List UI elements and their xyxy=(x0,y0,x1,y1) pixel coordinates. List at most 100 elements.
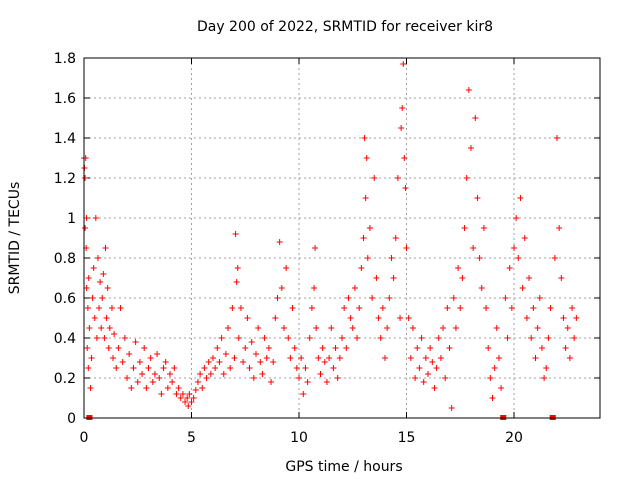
data-point xyxy=(93,335,100,341)
y-tick-label: 1.4 xyxy=(54,131,76,147)
data-point xyxy=(478,285,485,291)
data-point xyxy=(300,391,307,397)
data-point xyxy=(199,385,206,391)
data-point xyxy=(85,275,92,281)
data-point xyxy=(420,379,427,385)
data-point xyxy=(323,379,330,385)
data-point xyxy=(483,305,490,311)
data-point xyxy=(536,295,543,301)
data-point xyxy=(547,305,554,311)
data-point xyxy=(573,315,580,321)
data-point xyxy=(412,375,419,381)
data-point xyxy=(237,305,244,311)
x-tick-label: 20 xyxy=(505,430,523,446)
data-point xyxy=(97,279,104,285)
data-point xyxy=(362,195,369,201)
data-point xyxy=(98,325,105,331)
y-tick-label: 0 xyxy=(67,411,76,427)
y-tick-label: 0.6 xyxy=(54,291,76,307)
data-point xyxy=(141,345,148,351)
data-point xyxy=(179,391,186,397)
data-point xyxy=(205,359,212,365)
data-point xyxy=(143,385,150,391)
data-point xyxy=(265,345,272,351)
y-tick-label: 1.2 xyxy=(54,171,76,187)
data-point xyxy=(259,371,266,377)
data-point xyxy=(101,335,108,341)
data-point xyxy=(261,335,268,341)
data-point xyxy=(379,305,386,311)
data-point xyxy=(495,355,502,361)
data-point xyxy=(186,391,193,397)
data-point xyxy=(145,365,152,371)
data-point xyxy=(287,355,294,361)
data-point xyxy=(190,395,197,401)
data-point xyxy=(349,325,356,331)
data-point xyxy=(330,365,337,371)
data-point xyxy=(192,387,199,393)
data-point xyxy=(126,351,133,357)
data-point xyxy=(560,315,567,321)
data-point xyxy=(457,305,464,311)
data-point xyxy=(203,375,210,381)
plot-frame xyxy=(83,57,601,419)
data-point xyxy=(341,305,348,311)
data-point xyxy=(225,325,232,331)
data-point xyxy=(427,345,434,351)
data-point xyxy=(169,379,176,385)
data-point xyxy=(498,385,505,391)
data-point xyxy=(397,315,404,321)
data-point xyxy=(121,335,128,341)
data-point xyxy=(289,305,296,311)
data-point xyxy=(229,305,236,311)
data-point xyxy=(390,275,397,281)
data-point xyxy=(274,295,281,301)
data-point xyxy=(398,125,405,131)
data-point xyxy=(115,345,122,351)
data-point xyxy=(369,295,376,301)
data-point xyxy=(319,345,326,351)
data-point xyxy=(422,355,429,361)
y-axis-tick-labels: 0 0.2 0.4 0.6 0.8 1 1.2 1.4 1.6 1.8 xyxy=(54,51,76,427)
data-point xyxy=(164,385,171,391)
data-point xyxy=(429,359,436,365)
data-point xyxy=(538,345,545,351)
data-point xyxy=(465,87,472,93)
data-point xyxy=(162,359,169,365)
data-point xyxy=(296,375,302,381)
data-point xyxy=(491,365,498,371)
data-point xyxy=(111,331,118,337)
data-point xyxy=(493,325,500,331)
data-point xyxy=(400,61,407,67)
data-point xyxy=(232,231,239,237)
data-point xyxy=(569,305,576,311)
data-point xyxy=(257,359,264,365)
data-point xyxy=(541,375,548,381)
data-point xyxy=(414,345,421,351)
data-point xyxy=(158,391,165,397)
data-point xyxy=(388,255,395,261)
data-point xyxy=(328,325,335,331)
data-point xyxy=(82,225,89,231)
data-point xyxy=(92,215,99,221)
data-point xyxy=(446,345,453,351)
data-point xyxy=(450,295,457,301)
data-point xyxy=(194,379,201,385)
data-point xyxy=(407,355,414,361)
data-point xyxy=(220,371,227,377)
data-point xyxy=(321,359,328,365)
data-point xyxy=(339,335,345,341)
data-point xyxy=(184,395,191,401)
data-point xyxy=(562,345,569,351)
data-point xyxy=(317,371,324,377)
data-point xyxy=(100,271,107,277)
data-point xyxy=(444,305,451,311)
data-point xyxy=(197,371,204,377)
data-point xyxy=(89,295,96,301)
y-tick-label: 1.6 xyxy=(54,91,76,107)
data-point xyxy=(250,375,257,381)
data-point xyxy=(235,335,242,341)
data-point xyxy=(147,355,154,361)
data-point xyxy=(128,385,135,391)
data-point xyxy=(227,365,234,371)
